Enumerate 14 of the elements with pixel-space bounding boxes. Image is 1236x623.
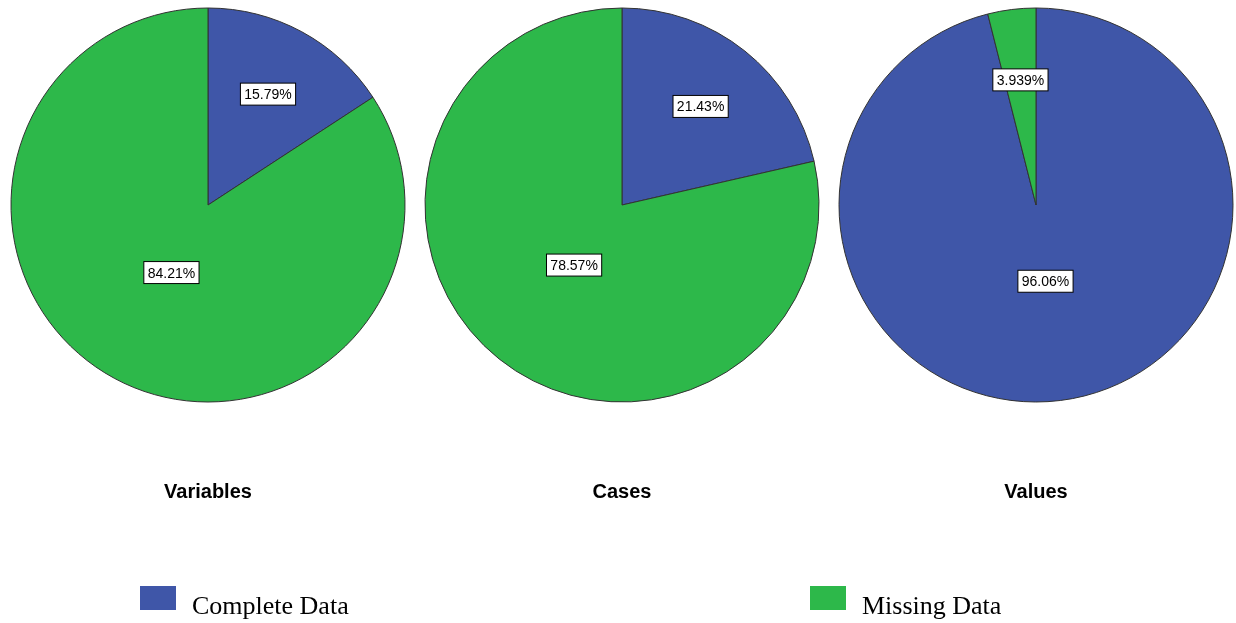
text: Cases [592,480,652,502]
text: Variables [164,480,252,502]
data-label: 3.939% [996,71,1045,88]
legend-label: Missing Data [862,591,1002,620]
data-label: 78.57% [550,257,598,274]
data-label: 96.06% [1021,273,1070,290]
text: Values [1004,480,1068,502]
pie-slice [838,7,1234,403]
data-label: 84.21% [147,264,196,281]
data-label: 15.79% [244,86,292,103]
legend-label: Complete Data [192,591,350,620]
pie-slice [424,7,820,403]
data-label: 21.43% [676,98,725,115]
pie-slice [10,7,406,403]
